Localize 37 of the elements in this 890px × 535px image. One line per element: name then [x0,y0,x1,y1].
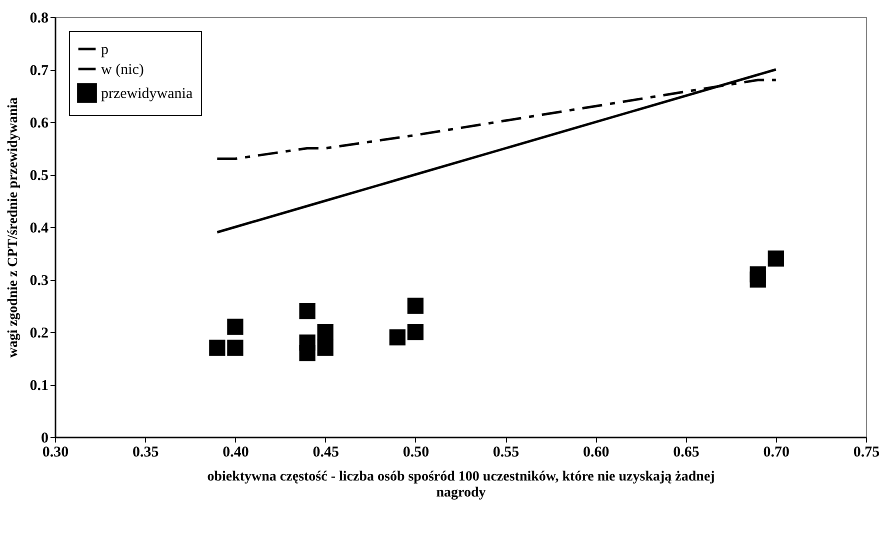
y-tick-label: 0.3 [30,273,48,289]
legend-label: p [101,42,108,58]
point [227,318,244,335]
x-tick-label: 0.55 [492,444,520,460]
point [209,340,226,356]
point [317,324,334,340]
x-tick-label: 0.70 [763,444,790,460]
y-axis-title: wagi zgodnie z CPT/średnie przewidywania [6,97,21,358]
point [407,324,424,340]
y-tick-label: 0.5 [30,168,48,184]
y-tick-label: 0.7 [30,63,49,79]
x-tick-label: 0.65 [673,444,700,460]
x-tick-label: 0.40 [222,444,249,460]
x-tick-label: 0.30 [42,444,69,460]
point [299,344,316,362]
y-tick-label: 0.6 [30,116,49,132]
y-tick-label: 0.8 [30,10,48,26]
point [227,340,244,356]
point [750,271,766,288]
x-tick-label: 0.75 [853,444,880,460]
point [407,298,424,314]
legend-label: przewidywania [101,86,193,102]
point [768,250,784,267]
y-tick-label: 0.4 [30,220,49,236]
y-tick-label: 0.2 [30,326,48,342]
y-tick-label: 0 [41,430,48,446]
x-tick-label: 0.35 [132,444,159,460]
x-tick-label: 0.45 [312,444,339,460]
x-tick-label: 0.60 [583,444,610,460]
point [317,340,334,356]
line-series [216,68,778,234]
point [299,302,316,320]
point [389,329,406,346]
y-tick-label: 0.1 [30,378,48,394]
x-axis-title: obiektywna częstość - liczba osób spośród 100 uczestników, które nie uzyskają żadnej nagrody [207,470,715,500]
x-tick-label: 0.50 [402,444,430,460]
legend-label: w (nic) [101,62,144,78]
